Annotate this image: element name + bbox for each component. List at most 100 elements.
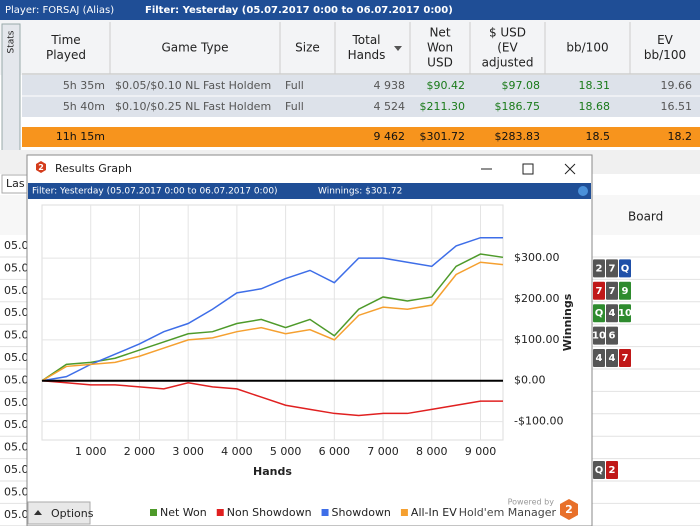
column-header[interactable]: Net	[429, 26, 450, 40]
table-cell: $0.05/$0.10 NL Fast Holdem	[115, 79, 271, 92]
card-rank: 7	[622, 353, 629, 364]
maximize-button[interactable]	[522, 163, 534, 175]
help-button[interactable]	[578, 186, 588, 196]
card	[606, 259, 618, 278]
side-tab-label[interactable]: Stats	[7, 30, 17, 53]
table-header	[0, 20, 700, 75]
x-tick-label: 4 000	[221, 445, 253, 458]
window-icon-label: 2	[38, 163, 44, 172]
table-cell: 5h 40m	[63, 100, 105, 113]
card-rank: 4	[596, 353, 603, 364]
legend-label[interactable]: Showdown	[332, 506, 391, 519]
x-tick-label: 3 000	[172, 445, 204, 458]
column-header[interactable]: USD	[427, 56, 453, 70]
series-line	[41, 253, 504, 382]
date: 05.0	[4, 508, 29, 521]
card-rank: Q	[595, 308, 604, 319]
column-header[interactable]: bb/100	[644, 48, 686, 62]
card-rank: Q	[621, 263, 630, 274]
y-tick-label: $0.00	[514, 374, 546, 387]
table-cell: 4 938	[374, 79, 406, 92]
tab-label[interactable]: Las	[6, 177, 25, 190]
window-title: Results Graph	[55, 162, 132, 175]
sort-arrow[interactable]	[394, 46, 402, 51]
date: 05.0	[4, 485, 29, 498]
table-cell: $97.08	[502, 79, 541, 92]
y-tick-label: $200.00	[514, 292, 560, 305]
card-rank: 4	[609, 308, 616, 319]
table-cell: $186.75	[495, 100, 541, 113]
table-cell: 4 524	[374, 100, 406, 113]
card-rank: Q	[595, 465, 604, 476]
legend-label[interactable]: Non Showdown	[227, 506, 312, 519]
column-header[interactable]: Time	[50, 33, 80, 47]
date: 05.0	[4, 396, 29, 409]
window-filter-bar	[28, 183, 591, 199]
legend-swatch[interactable]	[150, 509, 157, 516]
series-line	[41, 261, 504, 382]
column-header[interactable]: adjusted	[482, 56, 534, 70]
x-tick-label: 8 000	[416, 445, 448, 458]
logo-label: 2	[565, 503, 573, 516]
column-header[interactable]: Hands	[348, 48, 386, 62]
card	[606, 461, 618, 479]
date: 05.0	[4, 418, 29, 431]
column-header[interactable]: $ USD	[489, 26, 526, 40]
card	[619, 304, 631, 323]
series-line	[41, 379, 503, 417]
column-header[interactable]: Game Type	[161, 41, 228, 55]
date: 05.0	[4, 463, 29, 476]
options-label[interactable]: Options	[51, 507, 94, 520]
column-header[interactable]: (EV	[497, 41, 518, 55]
legend-swatch[interactable]	[321, 509, 329, 516]
card-rank: 7	[596, 286, 603, 297]
y-tick-label: -$100.00	[514, 415, 563, 428]
table-cell: 19.66	[661, 79, 693, 92]
column-header[interactable]: Total	[351, 33, 380, 47]
card	[619, 349, 631, 367]
legend-swatch[interactable]	[400, 509, 408, 516]
table-cell: $0.10/$0.25 NL Fast Holdem	[115, 100, 271, 113]
legend-label[interactable]: Net Won	[160, 506, 207, 519]
column-header[interactable]: Won	[427, 41, 453, 55]
player: Player: FORSAJ (Alias)	[5, 5, 114, 16]
table-cell: Full	[285, 79, 304, 92]
card	[593, 259, 605, 278]
board-header: Board	[628, 210, 663, 224]
window-icon	[36, 161, 46, 173]
window-winnings: Winnings: $301.72	[318, 187, 402, 197]
spacer	[22, 117, 700, 127]
table-cell: $211.30	[420, 100, 466, 113]
y-tick-label: $300.00	[514, 251, 560, 264]
card-rank: 9	[622, 286, 629, 297]
options-arrow[interactable]	[34, 510, 42, 515]
table-cell: $90.42	[427, 79, 466, 92]
legend-label[interactable]: All-In EV	[411, 506, 457, 519]
column-header[interactable]: bb/100	[566, 41, 608, 55]
total-cell: 18.2	[668, 130, 693, 143]
total-cell: $301.72	[420, 130, 466, 143]
date: 05.0	[4, 284, 29, 297]
column-header[interactable]: Size	[295, 41, 320, 55]
total-cell: $283.83	[495, 130, 541, 143]
x-tick-label: 7 000	[367, 445, 399, 458]
card-rank: 10	[618, 308, 632, 319]
legend-swatch[interactable]	[216, 509, 224, 516]
table-cell: Full	[285, 100, 304, 113]
column-header[interactable]: EV	[657, 33, 674, 47]
series-line	[41, 236, 503, 382]
brand: Hold'em Manager	[459, 506, 557, 519]
options-button[interactable]	[27, 501, 91, 525]
card	[606, 349, 618, 367]
x-tick-label: 2 000	[124, 445, 156, 458]
date: 05.0	[4, 329, 29, 342]
close-button[interactable]	[564, 163, 576, 175]
card-rank: 4	[609, 353, 616, 364]
table-cell: 5h 35m	[63, 79, 105, 92]
column-header[interactable]: Played	[46, 48, 86, 62]
total-row	[22, 127, 700, 147]
y-axis-title: Winnings	[561, 293, 574, 351]
card	[619, 281, 631, 300]
